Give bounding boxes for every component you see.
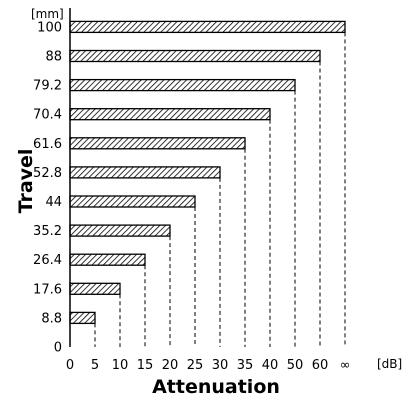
bar <box>69 108 271 121</box>
y-tick-label: 100 <box>37 20 62 35</box>
bar <box>69 49 321 63</box>
y-tick-label: 88 <box>45 50 62 65</box>
dashed-guide-lines <box>94 32 346 347</box>
y-tick-labels: 0 8.8 17.6 26.4 35.2 44 52.8 61.6 70.4 79.2 88 100 <box>33 20 62 355</box>
bar <box>69 137 246 150</box>
x-tick-label: 40 <box>262 358 279 373</box>
x-tick-label: 15 <box>137 358 154 373</box>
y-tick-label: 52.8 <box>33 166 62 181</box>
y-tick-label: 44 <box>45 195 62 210</box>
x-tick-label: 10 <box>112 358 129 373</box>
y-axis-title: Travel <box>15 149 37 214</box>
x-tick-label: 30 <box>212 358 229 373</box>
y-tick-label: 26.4 <box>33 253 62 268</box>
x-tick-label: 20 <box>162 358 179 373</box>
bar <box>69 166 221 179</box>
y-tick-label: 35.2 <box>33 224 62 239</box>
bar <box>69 224 171 237</box>
bar-group <box>69 20 346 325</box>
bar <box>69 20 346 34</box>
y-tick-label: 8.8 <box>41 311 62 326</box>
bar <box>69 282 121 295</box>
bar <box>69 195 196 208</box>
y-tick-label: 79.2 <box>33 79 62 94</box>
y-unit-label: [mm] <box>31 7 64 21</box>
x-tick-label: 35 <box>237 358 254 373</box>
y-tick-label: 61.6 <box>33 137 62 152</box>
x-tick-label: 25 <box>187 358 204 373</box>
bar <box>69 311 96 325</box>
x-tick-label: ∞ <box>340 358 351 373</box>
x-tick-labels: 0 5 10 15 20 25 30 35 40 50 60 ∞ <box>66 358 351 373</box>
bar <box>69 78 296 92</box>
x-unit-label: [dB] <box>377 357 402 371</box>
x-tick-label: 5 <box>91 358 99 373</box>
x-tick-label: 0 <box>66 358 74 373</box>
x-tick-label: 50 <box>287 358 304 373</box>
x-tick-label: 60 <box>312 358 329 373</box>
bar <box>69 253 146 266</box>
y-tick-label: 17.6 <box>33 282 62 297</box>
y-tick-label: 70.4 <box>33 108 62 123</box>
x-axis-title: Attenuation <box>152 376 280 398</box>
y-tick-label: 0 <box>54 341 62 356</box>
